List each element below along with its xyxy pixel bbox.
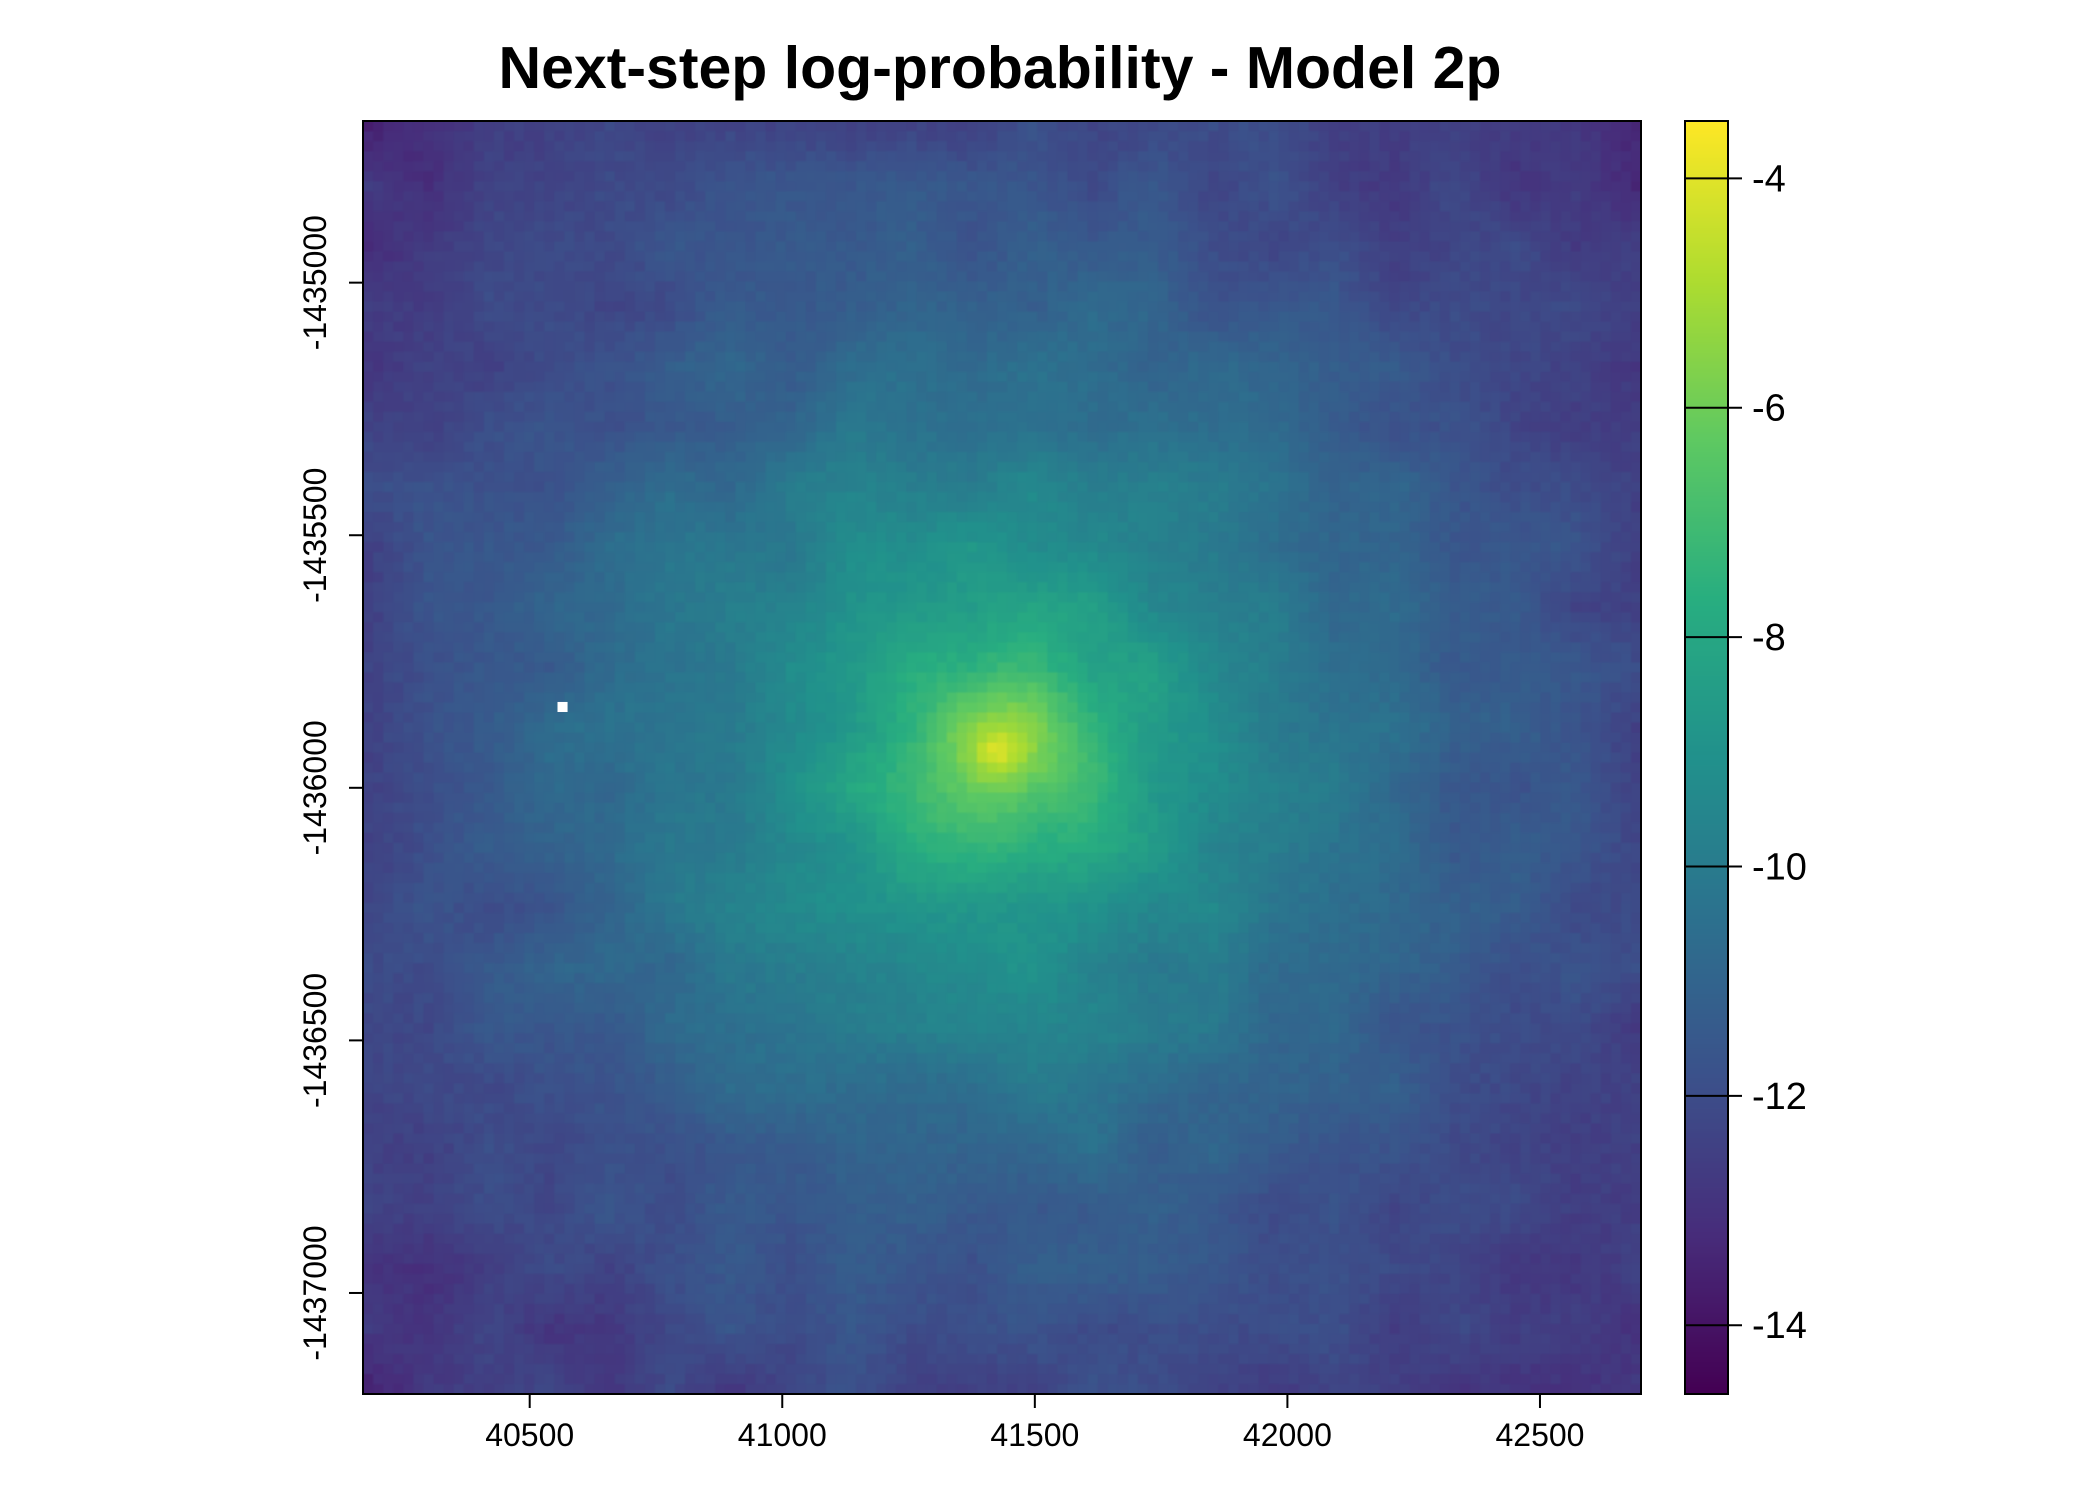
y-tick-label: -1437000 (297, 1225, 333, 1360)
x-axis: 40500 41000 41500 42000 42500 (485, 1394, 1584, 1453)
colorbar-border (1684, 120, 1729, 1395)
colorbar-tick-label: -10 (1752, 846, 1807, 888)
y-tick-label: -1435500 (297, 468, 333, 603)
x-tick-label: 42500 (1495, 1417, 1584, 1453)
x-tick-label: 40500 (485, 1417, 574, 1453)
heatmap-plot (362, 120, 1642, 1395)
y-tick-label: -1436500 (297, 973, 333, 1108)
chart-title: Next-step log-probability - Model 2p (498, 35, 1501, 101)
missing-data-cell (557, 701, 568, 713)
colorbar-tick-label: -8 (1752, 617, 1786, 659)
colorbar-gradient (1685, 121, 1728, 1394)
x-tick-label: 41000 (738, 1417, 827, 1453)
colorbar-tick-label: -14 (1752, 1305, 1807, 1347)
y-tick-label: -1435000 (297, 215, 333, 350)
x-tick-label: 42000 (1243, 1417, 1332, 1453)
y-tick-label: -1436000 (297, 720, 333, 855)
colorbar-tick-label: -6 (1752, 388, 1786, 430)
colorbar-ticks: -4 -6 -8 -10 -12 -14 (1685, 158, 1807, 1347)
x-tick-label: 41500 (990, 1417, 1079, 1453)
colorbar-tick-label: -12 (1752, 1076, 1807, 1118)
heatmap-raster (363, 121, 1641, 1394)
plot-border (362, 120, 1642, 1395)
colorbar: -4 -6 -8 -10 -12 -14 (1684, 120, 1807, 1395)
y-axis: -1435000 -1435500 -1436000 -1436500 -1437000 (297, 215, 363, 1361)
colorbar-tick-label: -4 (1752, 158, 1786, 200)
